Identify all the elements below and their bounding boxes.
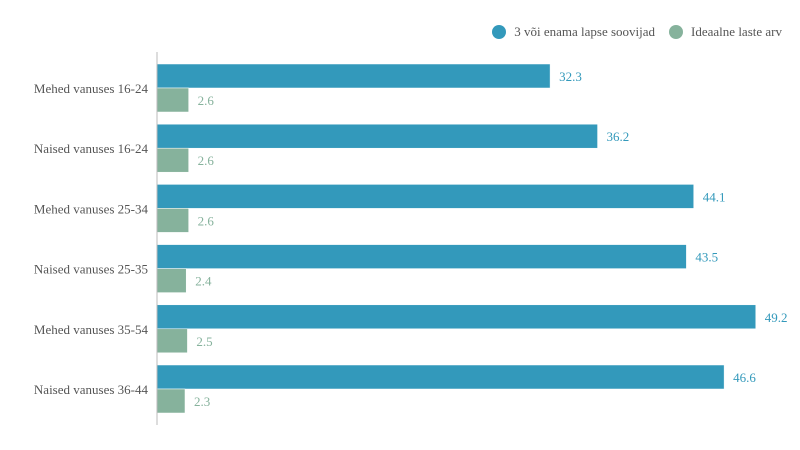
bar-series-2[interactable] — [156, 328, 188, 354]
category-label: Naised vanuses 36-44 — [34, 382, 149, 397]
bar-series-1[interactable] — [156, 123, 598, 149]
legend-label-series-2: Ideaalne laste arv — [691, 24, 782, 39]
category-label: Mehed vanuses 25-34 — [34, 201, 149, 216]
bar-series-1[interactable] — [156, 244, 687, 269]
data-label-series-1: 36.2 — [607, 129, 630, 144]
data-label-series-2: 2.6 — [198, 93, 215, 108]
legend: 3 või enama lapse soovijad Ideaalne last… — [478, 24, 782, 40]
legend-dot-series-2 — [669, 25, 684, 39]
data-label-series-1: 43.5 — [695, 250, 718, 265]
bar-series-2[interactable] — [156, 147, 189, 173]
data-label-series-2: 2.6 — [198, 153, 215, 168]
category-label: Naised vanuses 25-35 — [34, 262, 148, 277]
category-label: Mehed vanuses 35-54 — [34, 322, 149, 337]
category-label: Naised vanuses 16-24 — [34, 141, 149, 156]
category-label: Mehed vanuses 16-24 — [34, 81, 149, 96]
bar-series-1[interactable] — [156, 304, 757, 330]
data-label-series-2: 2.5 — [196, 334, 212, 349]
data-label-series-2: 2.6 — [198, 213, 215, 228]
bar-series-2[interactable] — [156, 268, 187, 293]
data-label-series-1: 44.1 — [703, 189, 726, 204]
data-label-series-1: 32.3 — [559, 69, 582, 84]
data-label-series-1: 46.6 — [733, 370, 756, 385]
data-label-series-2: 2.3 — [194, 394, 210, 409]
data-label-series-2: 2.4 — [195, 274, 212, 289]
bar-series-1[interactable] — [156, 63, 551, 89]
legend-item-series-1[interactable]: 3 või enama lapse soovijad — [492, 24, 655, 40]
data-label-series-1: 49.2 — [765, 310, 788, 325]
legend-item-series-2[interactable]: Ideaalne laste arv — [669, 24, 782, 40]
bar-series-2[interactable] — [156, 87, 189, 113]
bar-series-1[interactable] — [156, 364, 725, 390]
bar-series-2[interactable] — [156, 208, 189, 233]
bar-series-1[interactable] — [156, 184, 694, 209]
bar-series-2[interactable] — [156, 388, 186, 414]
legend-dot-series-1 — [492, 25, 507, 39]
legend-label-series-1: 3 või enama lapse soovijad — [514, 24, 656, 39]
